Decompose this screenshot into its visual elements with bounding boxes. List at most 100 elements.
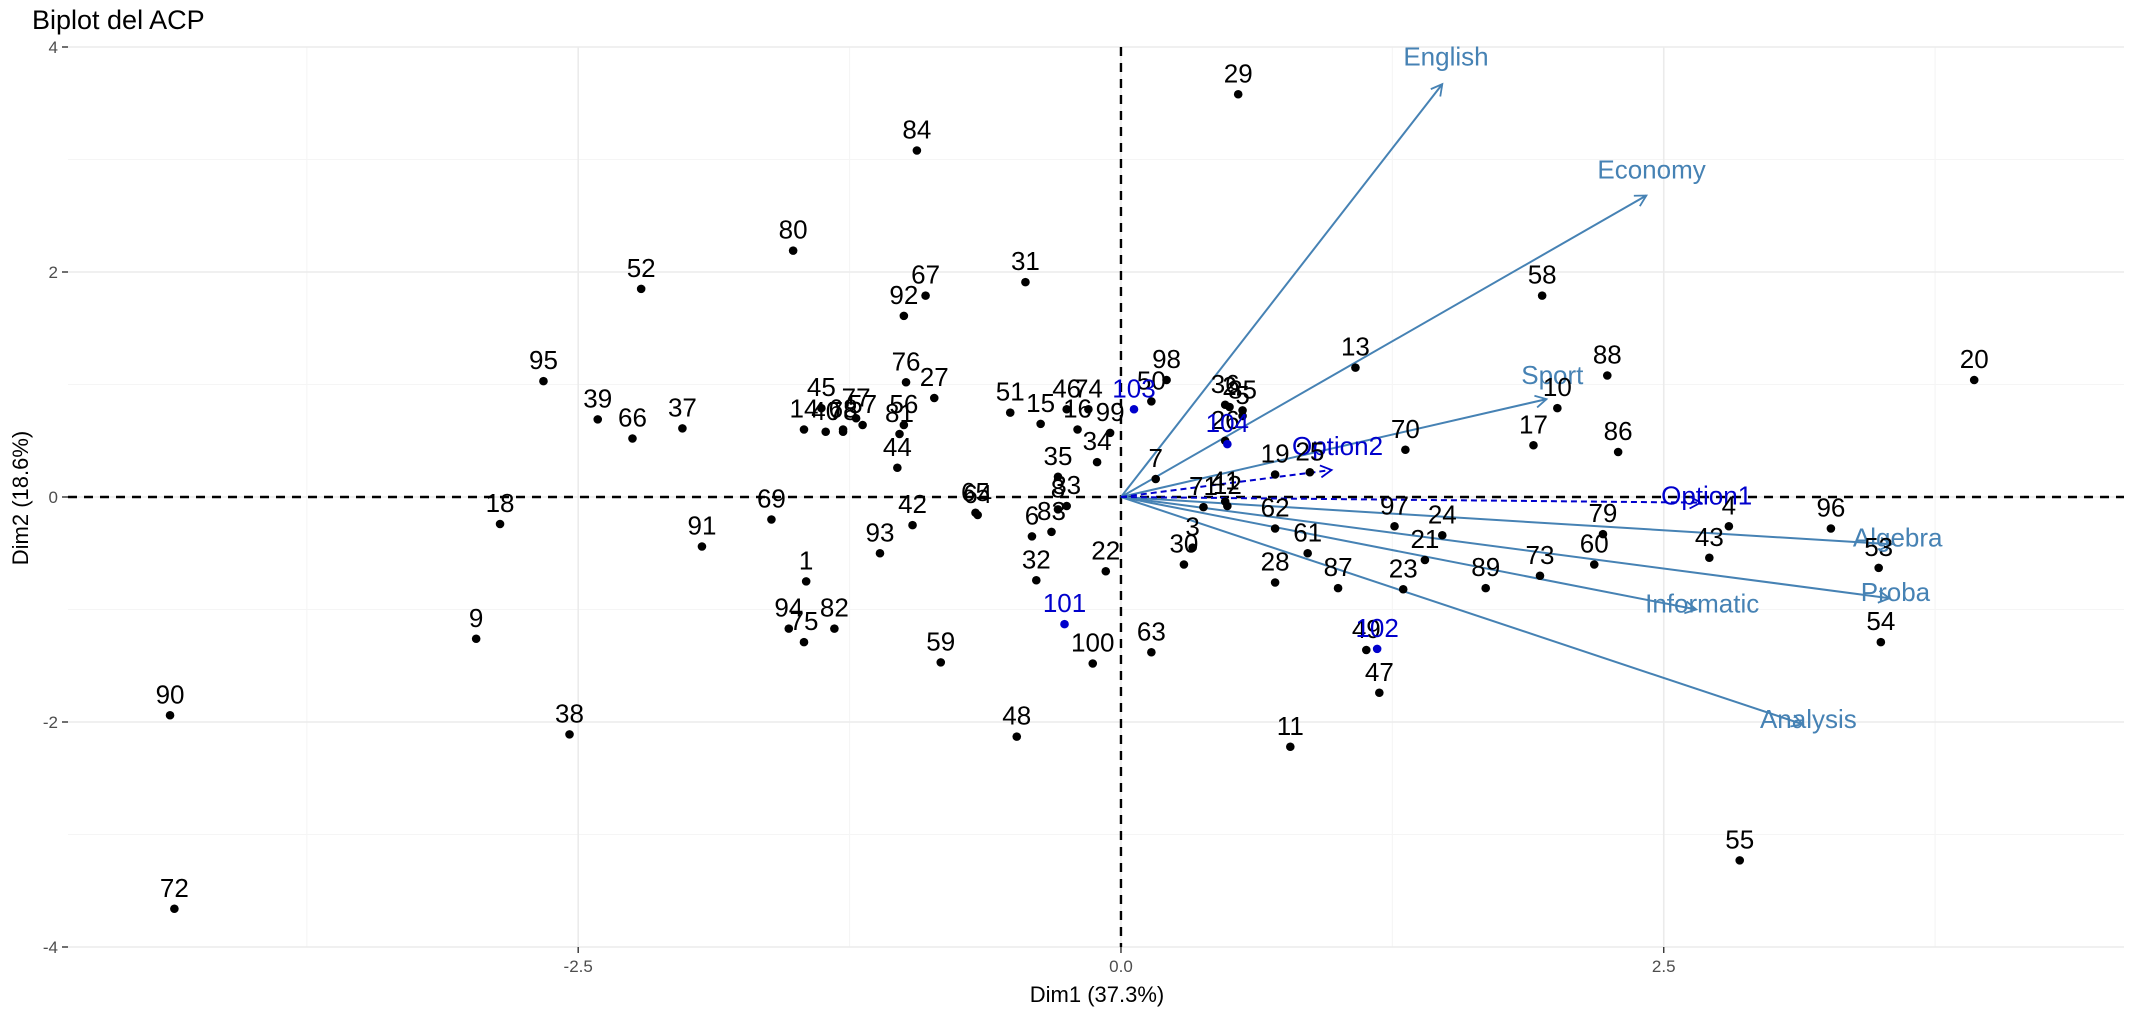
individual-point xyxy=(1876,637,1886,647)
individual-point xyxy=(1147,397,1156,406)
individual-point xyxy=(636,284,646,294)
individual-point xyxy=(1031,575,1041,585)
individual-label: 28 xyxy=(1261,547,1290,577)
variable-arrow xyxy=(1120,496,1699,615)
individual-point xyxy=(1286,742,1295,752)
individual-label: 53 xyxy=(1864,532,1893,562)
individual-point xyxy=(1826,524,1836,533)
individual-label: 97 xyxy=(1380,490,1409,520)
individual-label: 67 xyxy=(911,260,940,290)
supplementary-individual-label: 104 xyxy=(1206,408,1249,438)
individual-point xyxy=(1270,578,1280,587)
individual-label: 86 xyxy=(1604,416,1633,446)
individual-point xyxy=(1553,403,1562,413)
supplementary-individual-label: 101 xyxy=(1043,588,1086,618)
individual-point xyxy=(838,427,848,437)
individual-label: 76 xyxy=(892,346,921,376)
x-tick-label: 0.0 xyxy=(1109,957,1133,976)
individual-label: 47 xyxy=(1365,657,1394,687)
individual-point xyxy=(901,377,911,387)
individual-label: 89 xyxy=(1471,552,1500,582)
individual-label: 71 xyxy=(1189,471,1218,501)
individual-label: 75 xyxy=(790,606,819,636)
individual-label: 99 xyxy=(1096,397,1125,427)
individual-point xyxy=(165,710,175,720)
individual-label: 58 xyxy=(1528,260,1557,290)
individual-label: 36 xyxy=(1211,369,1240,399)
individual-label: 6 xyxy=(1025,500,1039,530)
individual-label: 4 xyxy=(1722,490,1736,520)
individual-label: 85 xyxy=(1228,374,1257,404)
individual-label: 59 xyxy=(926,626,955,656)
individual-point xyxy=(1874,563,1883,573)
individual-point xyxy=(1351,363,1360,372)
individual-label: 41 xyxy=(1211,466,1240,496)
individual-label: 46 xyxy=(1052,373,1081,403)
individual-label: 77 xyxy=(842,382,871,412)
supplementary-variable-arrow xyxy=(1120,464,1334,498)
individual-point xyxy=(1437,530,1447,540)
individual-point xyxy=(912,146,922,155)
individual-point xyxy=(1101,566,1111,576)
individual-label: 100 xyxy=(1071,628,1114,658)
variable-arrow xyxy=(1120,82,1444,498)
individual-point xyxy=(1092,457,1102,467)
variable-label: Informatic xyxy=(1645,589,1759,619)
x-tick-label: 2.5 xyxy=(1652,957,1676,976)
individual-point xyxy=(895,429,904,439)
individual-label: 49 xyxy=(1352,614,1381,644)
individual-label: 26 xyxy=(1211,405,1240,435)
individual-point xyxy=(830,624,839,633)
individual-point xyxy=(1589,560,1599,569)
individual-point xyxy=(1724,521,1734,531)
minor-gridlines xyxy=(68,47,2124,947)
individual-point xyxy=(1147,647,1156,657)
individual-point xyxy=(1088,659,1098,668)
individual-label: 7 xyxy=(1148,443,1162,473)
individual-label: 79 xyxy=(1588,498,1617,528)
individual-label: 65 xyxy=(961,477,990,507)
individual-label: 57 xyxy=(848,389,877,419)
individual-point xyxy=(1162,375,1171,385)
individual-label: 63 xyxy=(1137,616,1166,646)
individual-label: 69 xyxy=(757,484,786,514)
individual-point xyxy=(767,515,776,524)
y-tick-label: 2 xyxy=(49,263,58,282)
individual-label: 48 xyxy=(1002,701,1031,731)
individual-point xyxy=(1613,447,1623,457)
individual-point xyxy=(1188,543,1197,552)
individual-point xyxy=(1062,404,1071,414)
individual-label: 90 xyxy=(156,679,185,709)
individual-label: 20 xyxy=(1960,344,1989,374)
individual-label: 2 xyxy=(1222,371,1236,401)
individual-label: 93 xyxy=(866,517,895,547)
supplementary-individual-point xyxy=(1060,619,1069,629)
variable-arrows: English Economy Sport Algebra Proba Informati… xyxy=(1120,41,1943,734)
individual-point xyxy=(875,548,885,558)
individual-label: 5 xyxy=(1235,380,1249,410)
individual-label: 73 xyxy=(1526,540,1555,570)
individual-point xyxy=(1361,645,1371,655)
individual-point xyxy=(697,542,707,551)
individual-point xyxy=(1105,428,1115,438)
individual-label: 32 xyxy=(1022,544,1051,574)
supplementary-individual-point xyxy=(1129,404,1139,414)
individual-label: 98 xyxy=(1152,344,1181,374)
individual-label: 54 xyxy=(1866,606,1895,636)
individual-label: 55 xyxy=(1725,824,1754,854)
individual-point xyxy=(1969,375,1979,385)
variable-label: English xyxy=(1403,41,1488,71)
individual-label: 13 xyxy=(1341,332,1370,362)
individual-point xyxy=(908,520,917,530)
supplementary-individual-point xyxy=(1223,439,1232,449)
individual-label: 81 xyxy=(885,398,914,428)
variable-label: Analysis xyxy=(1760,704,1857,734)
supplementary-variable-label: Option1 xyxy=(1661,481,1752,511)
individual-label: 10 xyxy=(1543,372,1572,402)
individual-label: 78 xyxy=(829,396,858,426)
individual-point xyxy=(1151,474,1161,484)
individual-label: 14 xyxy=(790,394,819,424)
